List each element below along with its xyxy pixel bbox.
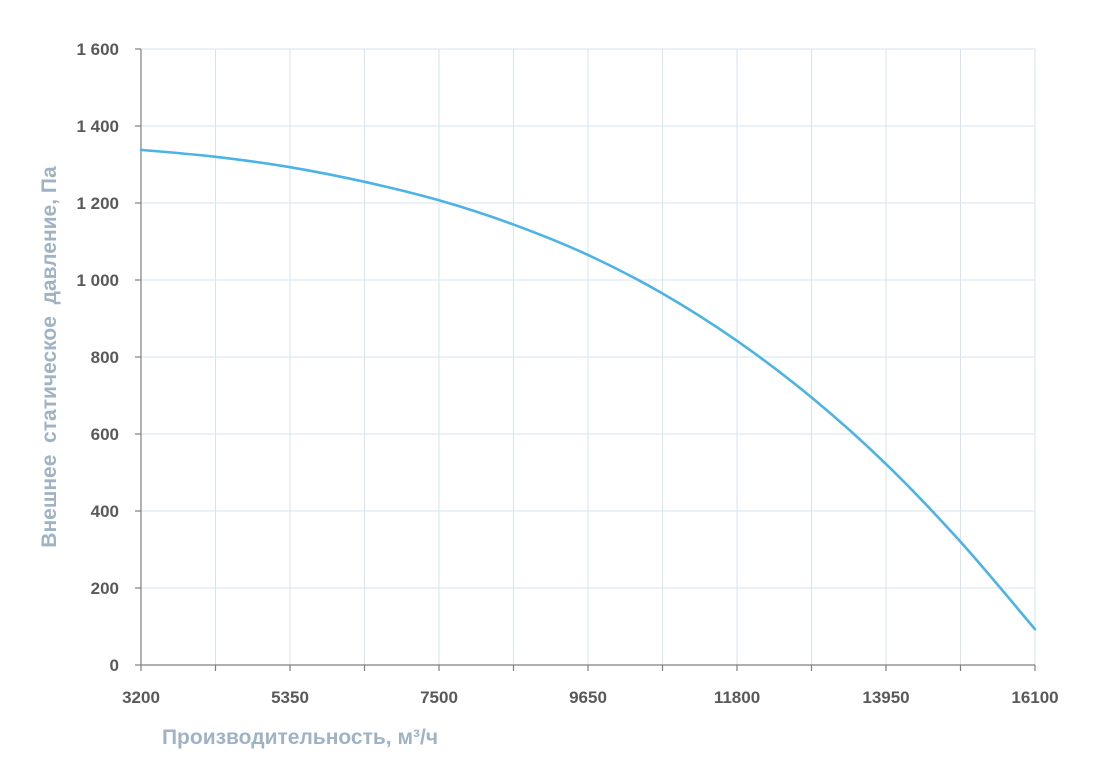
x-tick-label: 13950 [862,688,909,707]
y-tick-label: 800 [91,348,119,367]
y-tick-label: 1 400 [76,117,119,136]
y-tick-label: 1 200 [76,194,119,213]
y-tick-label: 600 [91,425,119,444]
x-tick-label: 9650 [569,688,607,707]
y-axis-title: Внешнее статическое давление, Па [38,166,61,548]
y-tick-label: 200 [91,579,119,598]
y-tick-label: 1 600 [76,40,119,59]
x-tick-label: 7500 [420,688,458,707]
series-group [139,148,1037,631]
x-axis-title: Производительность, м³/ч [162,726,438,749]
grid-lines [141,48,1036,665]
x-tick-label: 3200 [122,688,160,707]
x-axis-ticks: 3200 5350 7500 9650 11800 13950 16100 [122,665,1059,707]
y-tick-label: 0 [110,656,119,675]
x-tick-label: 11800 [714,688,760,707]
x-tick-label: 16100 [1011,688,1058,707]
y-axis-ticks: 0 200 400 600 800 1 000 1 200 1 400 1 600 [76,40,141,675]
x-tick-label: 5350 [271,688,309,707]
y-tick-label: 400 [91,502,119,521]
y-tick-label: 1 000 [76,271,119,290]
series-line [139,148,1037,631]
